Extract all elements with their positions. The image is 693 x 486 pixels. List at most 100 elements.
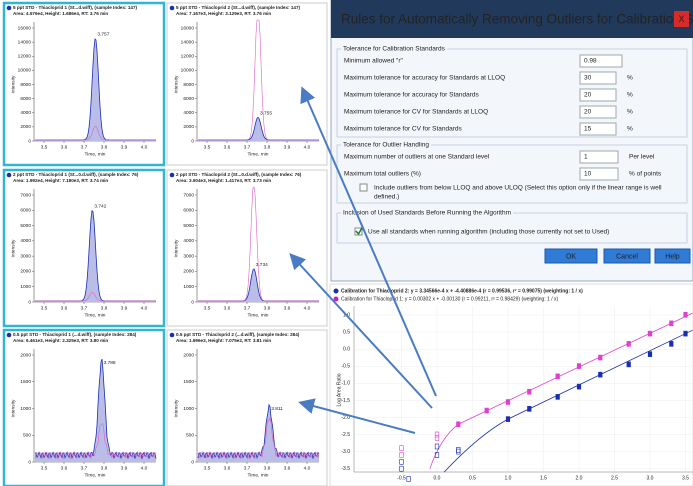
x-tick-label: 4.0 bbox=[304, 144, 311, 150]
y-tick-label: 7000 bbox=[183, 192, 194, 198]
x-tick-label: 4.0 bbox=[304, 465, 311, 471]
point-pink bbox=[555, 373, 560, 380]
x-tick-label: 3.9 bbox=[121, 305, 128, 311]
y-tick-label: 8000 bbox=[20, 82, 31, 88]
point-blue bbox=[399, 465, 404, 472]
group-title-bg bbox=[341, 142, 431, 148]
group-title: Tolerance for Outlier Handling bbox=[343, 142, 429, 149]
button[interactable] bbox=[544, 248, 598, 264]
y-tick-label: 16000 bbox=[18, 25, 32, 31]
x-tick-label: 3.5 bbox=[41, 465, 48, 471]
x-tick-label: 3.9 bbox=[284, 144, 291, 150]
y-tick-label: 12000 bbox=[181, 54, 195, 60]
button-label[interactable]: OK bbox=[566, 253, 576, 260]
y-tick-label: 4000 bbox=[183, 238, 194, 244]
text-input[interactable] bbox=[579, 150, 619, 164]
input-value: 0.98 bbox=[584, 58, 597, 65]
point-blue bbox=[576, 383, 582, 390]
y-tick-label: 3000 bbox=[20, 253, 31, 259]
text-input[interactable] bbox=[579, 122, 617, 136]
point-blue bbox=[434, 443, 440, 450]
x-tick-label: 0.0 bbox=[434, 475, 441, 481]
text-input[interactable] bbox=[579, 105, 617, 119]
y-tick-label: 5000 bbox=[183, 223, 194, 229]
x-tick-label: 3.7 bbox=[81, 144, 88, 150]
y-tick-label: 500 bbox=[23, 433, 31, 439]
close-button[interactable] bbox=[674, 11, 689, 27]
y-tick-label: 0 bbox=[191, 138, 194, 144]
button[interactable] bbox=[654, 248, 691, 264]
arrow bbox=[298, 398, 416, 434]
x-axis-label: Time, min bbox=[248, 151, 269, 157]
y-tick-label: 2000 bbox=[20, 352, 31, 358]
chromatogram-panel: 2 ppt STD - Thiacloprid 2 (St...0.d.wiff… bbox=[166, 169, 328, 327]
x-tick-label: 3.6 bbox=[61, 144, 68, 150]
group-title: Tolerance for Calibration Standards bbox=[343, 46, 446, 53]
x-tick-label: 3.5 bbox=[204, 144, 211, 150]
x-tick-label: 0.5 bbox=[469, 475, 476, 481]
field-label: Maximum tolerance for accuracy for Stand… bbox=[344, 92, 479, 99]
x-tick-label: 3.5 bbox=[204, 305, 211, 311]
x-tick-label: 3.8 bbox=[101, 465, 108, 471]
y-tick-label: -1.5 bbox=[341, 398, 350, 404]
point-pink bbox=[598, 354, 603, 361]
text-input[interactable] bbox=[579, 88, 617, 102]
y-tick-label: 1500 bbox=[20, 379, 31, 385]
y-tick-label: 6000 bbox=[20, 96, 31, 102]
peak-label: 3.755 bbox=[260, 111, 272, 117]
x-tick-label: 3.5 bbox=[41, 305, 48, 311]
checkbox-label: Use all standards when running algorithm… bbox=[368, 229, 609, 236]
point-blue bbox=[626, 361, 631, 368]
y-axis-label: Intensity bbox=[173, 399, 179, 417]
point-blue bbox=[456, 447, 461, 453]
text-input[interactable] bbox=[579, 54, 623, 68]
x-tick-label: 3.7 bbox=[244, 305, 251, 311]
field-label: Maximum tolerance for CV for Standards bbox=[344, 126, 463, 133]
x-tick-label: 3.8 bbox=[101, 144, 108, 150]
x-tick-label: 2.5 bbox=[611, 475, 618, 481]
legend-dot bbox=[333, 288, 339, 294]
input-value: 20 bbox=[584, 109, 592, 116]
x-tick-label: 3.6 bbox=[224, 465, 231, 471]
y-tick-label: 1000 bbox=[183, 284, 194, 290]
point-pink bbox=[576, 363, 582, 369]
y-tick-label: 2000 bbox=[20, 124, 31, 130]
checkbox[interactable] bbox=[359, 183, 368, 192]
field-label: Minimum allowed "r" bbox=[344, 58, 403, 65]
y-tick-label: 5000 bbox=[20, 223, 31, 229]
x-tick-label: 4.0 bbox=[141, 465, 148, 471]
sample-dot bbox=[6, 5, 12, 11]
point-blue bbox=[399, 459, 404, 465]
y-tick-label: 2000 bbox=[183, 352, 194, 358]
y-tick-label: 0 bbox=[191, 299, 194, 305]
point-pink bbox=[484, 407, 489, 414]
y-tick-label: 0 bbox=[28, 138, 31, 144]
x-tick-label: -0.5 bbox=[397, 475, 406, 481]
y-axis-label: Intensity bbox=[173, 239, 179, 257]
panel-title: 2 ppt STD - Thiacloprid 1 (St...0.d.wiff… bbox=[13, 172, 139, 177]
button-label[interactable]: Cancel bbox=[616, 253, 638, 260]
point-blue bbox=[669, 341, 674, 347]
peak-area bbox=[198, 117, 319, 141]
field-label: Maximum number of outliers at one Standa… bbox=[344, 154, 490, 161]
y-tick-label: 14000 bbox=[18, 39, 32, 45]
y-tick-label: 0 bbox=[28, 459, 31, 465]
y-tick-label: 4000 bbox=[20, 110, 31, 116]
point-blue bbox=[527, 406, 532, 412]
x-tick-label: 3.8 bbox=[264, 144, 271, 150]
x-tick-label: 3.7 bbox=[244, 465, 251, 471]
point-pink bbox=[626, 341, 631, 347]
unit-label: % bbox=[627, 109, 633, 116]
text-input[interactable] bbox=[579, 167, 619, 181]
button-label[interactable]: Help bbox=[665, 253, 680, 260]
x-tick-label: 3.0 bbox=[647, 475, 654, 481]
chromatogram-panel: 2 ppt STD - Thiacloprid 1 (St...0.d.wiff… bbox=[2, 168, 166, 328]
text-input[interactable] bbox=[579, 71, 617, 85]
point-blue bbox=[598, 371, 603, 378]
button[interactable] bbox=[603, 248, 651, 264]
sample-dot bbox=[6, 332, 12, 338]
input-value: 1 bbox=[584, 154, 588, 161]
y-axis-label: Intensity bbox=[10, 239, 16, 257]
input-value: 10 bbox=[584, 171, 592, 178]
point-blue bbox=[647, 351, 653, 357]
